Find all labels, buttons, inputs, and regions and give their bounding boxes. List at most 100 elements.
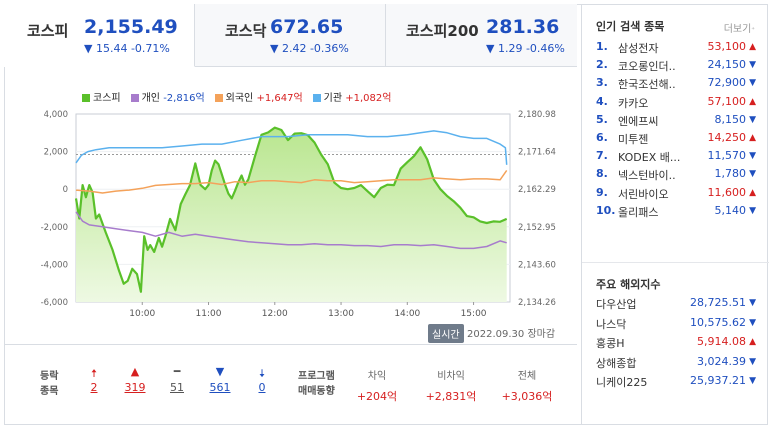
down-arrow-icon: ▼ — [749, 205, 756, 216]
list-item[interactable]: 10. 올리패스 5,140 ▼ — [596, 204, 756, 222]
side-panel: 인기 검색 종목 더보기⁺ 1. 삼성전자 53,100 ▲ 2. 코오롱인더.. 24,1… — [581, 4, 769, 425]
updown-label-1: 등락 — [40, 371, 59, 382]
x-tick-label: 11:00 — [196, 309, 222, 319]
tab-name: 코스닥 — [225, 22, 267, 40]
up-icon: ▲ — [130, 365, 140, 378]
stock-name: 미투젠 — [618, 132, 649, 146]
index-item[interactable]: 니케이225 25,937.21 ▼ — [596, 374, 756, 394]
index-tabs: 코스피 2,155.49 ▼ 15.44 -0.71% 코스닥 672.65 ▼… — [4, 4, 577, 67]
y-right-tick-label: 2,162.29 — [518, 185, 556, 195]
legend-swatch — [214, 94, 223, 102]
tab-value: 2,155.49 — [84, 16, 178, 38]
list-item[interactable]: 6. 미투젠 14,250 ▲ — [596, 131, 756, 149]
rank: 7. — [596, 149, 608, 163]
stock-name: 카카오 — [618, 96, 649, 110]
updown-count: 0 — [258, 381, 266, 394]
program-value: +3,036억 — [501, 390, 553, 403]
updown-count: 2 — [90, 381, 98, 394]
series-line-기관 — [75, 130, 508, 165]
legend-swatch — [130, 94, 139, 102]
stock-price: 53,100 — [707, 40, 747, 53]
list-item[interactable]: 9. 서린바이오 11,600 ▲ — [596, 186, 756, 204]
index-value: 10,575.62 — [690, 315, 746, 329]
list-item[interactable]: 5. 엔에프씨 8,150 ▼ — [596, 113, 756, 131]
list-item[interactable]: 3. 한국조선해.. 72,900 ▼ — [596, 76, 756, 94]
index-value: 3,024.39 — [697, 354, 746, 368]
tab-name: 코스피 — [27, 22, 69, 40]
list-item[interactable]: 7. KODEX 배... 11,570 ▼ — [596, 149, 756, 167]
legend-value: +1,082억 — [345, 93, 392, 104]
index-value: 25,937.21 — [690, 374, 746, 388]
chart-date: 2022.09.30 장마감 — [467, 325, 555, 340]
stock-price: 11,570 — [707, 149, 747, 163]
stock-price: 24,150 — [707, 58, 747, 72]
market-status: 장마감 — [527, 329, 556, 340]
list-item[interactable]: 2. 코오롱인더.. 24,150 ▼ — [596, 58, 756, 76]
stock-name: 코오롱인더.. — [618, 60, 676, 74]
legend-label: 외국인 — [225, 93, 254, 104]
indices-list: 다우산업 28,725.51 ▼ 나스닥 10,575.62 ▼ 홍콩H 5,914.08 ▲ 상… — [596, 296, 756, 394]
market-panel: 코스피 2,155.49 ▼ 15.44 -0.71% 코스닥 672.65 ▼… — [4, 4, 577, 425]
program-label-1: 프로그램 — [298, 371, 335, 382]
more-label: 더보기 — [723, 24, 752, 35]
more-link[interactable]: 더보기⁺ — [724, 20, 755, 35]
updown-label-2: 종목 — [40, 386, 59, 397]
updown-flat[interactable]: ━ 51 — [163, 365, 191, 394]
legend-label: 기관 — [323, 93, 343, 104]
y-right-tick-label: 2,134.26 — [518, 298, 556, 308]
flat-icon: ━ — [173, 365, 181, 378]
rank: 3. — [596, 76, 608, 90]
stock-price: 1,780 — [714, 167, 747, 181]
index-name: 상해종합 — [596, 356, 637, 370]
chart-legend: 코스피 개인 -2,816억 외국인 +1,647억 기관 +1,082억 — [82, 89, 391, 104]
tab-kosdaq[interactable]: 코스닥 672.65 ▼ 2.42 -0.36% — [195, 4, 386, 66]
stock-price: 11,600 — [707, 185, 747, 199]
series-line-외국인 — [75, 169, 508, 194]
realtime-badge[interactable]: 실시간 — [428, 324, 464, 343]
y-left-tick-label: -2,000 — [41, 223, 68, 233]
x-tick-label: 13:00 — [328, 309, 354, 319]
updown-limit-up[interactable]: 🠅 2 — [80, 365, 108, 394]
tab-change: ▼ 2.42 -0.36% — [270, 42, 349, 55]
index-item[interactable]: 상해종합 3,024.39 ▼ — [596, 355, 756, 375]
program-head: 비차익 — [437, 371, 465, 382]
tab-kospi[interactable]: 코스피 2,155.49 ▼ 15.44 -0.71% — [4, 4, 195, 67]
index-item[interactable]: 다우산업 28,725.51 ▼ — [596, 296, 756, 316]
list-item[interactable]: 8. 넥스턴바이.. 1,780 ▼ — [596, 167, 756, 185]
y-left-tick-label: 0 — [63, 185, 68, 195]
divider — [582, 262, 769, 263]
x-tick-label: 14:00 — [394, 309, 420, 319]
x-tick-label: 15:00 — [461, 309, 487, 319]
program-head: 차익 — [367, 371, 387, 382]
program-head: 전체 — [517, 371, 537, 382]
market-summary: 등락 종목 🠅 2 ▲ 319 ━ 51 ▼ 561 🠇 0 프로그램 매매동향… — [4, 344, 577, 426]
rank: 8. — [596, 167, 608, 181]
index-name: 나스닥 — [596, 317, 627, 331]
updown-count: 561 — [209, 381, 231, 394]
updown-limit-down[interactable]: 🠇 0 — [248, 365, 276, 394]
updown-up[interactable]: ▲ 319 — [121, 365, 149, 394]
tab-change: ▼ 1.29 -0.46% — [486, 42, 565, 55]
updown-down[interactable]: ▼ 561 — [206, 365, 234, 394]
down-arrow-icon: ▼ — [749, 376, 756, 387]
list-item[interactable]: 4. 카카오 57,100 ▲ — [596, 95, 756, 113]
up-arrow-icon: ▲ — [749, 42, 756, 52]
up-arrow-icon: ▲ — [749, 132, 756, 143]
rank: 1. — [596, 40, 608, 53]
external-icon: ⁺ — [751, 26, 755, 34]
legend-swatch — [312, 94, 321, 102]
index-item[interactable]: 홍콩H 5,914.08 ▲ — [596, 335, 756, 355]
index-value: 28,725.51 — [690, 296, 746, 309]
tab-kospi200[interactable]: 코스피200 281.36 ▼ 1.29 -0.46% — [386, 4, 577, 66]
series-line-개인 — [75, 211, 507, 250]
down-arrow-icon: ▼ — [749, 169, 756, 180]
list-item[interactable]: 1. 삼성전자 53,100 ▲ — [596, 40, 756, 58]
legend-value: +1,647억 — [256, 93, 303, 104]
y-right-tick-label: 2,171.64 — [518, 148, 556, 158]
tab-change: ▼ 15.44 -0.71% — [84, 42, 170, 55]
stock-price: 14,250 — [707, 130, 747, 144]
legend-individual: 개인 -2,816억 — [130, 89, 205, 104]
index-item[interactable]: 나스닥 10,575.62 ▼ — [596, 316, 756, 336]
index-name: 홍콩H — [596, 337, 625, 351]
stock-name: KODEX 배... — [618, 151, 681, 165]
